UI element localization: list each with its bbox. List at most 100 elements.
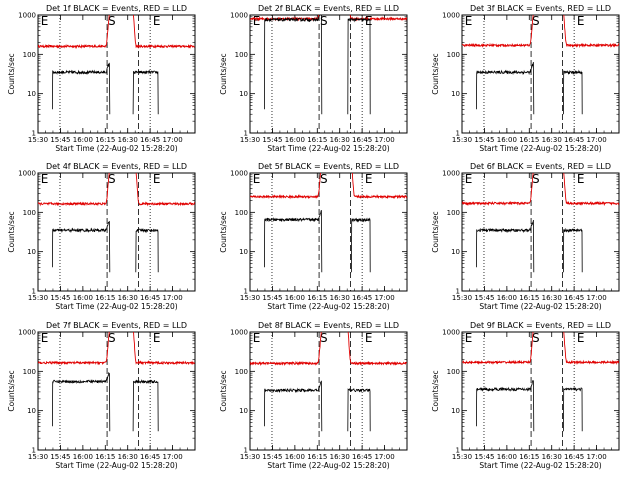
plot-frame [461, 14, 620, 134]
x-tick-label: 16:45 [564, 453, 584, 461]
x-tick-label: 15:30 [240, 136, 260, 144]
marker-label: S [108, 331, 116, 345]
panel-6: Det 6f BLACK = Events, RED = LLD 1 10 100 10… [431, 162, 620, 311]
y-tick-label: 10 [27, 248, 36, 256]
x-tick-label: 16:15 [95, 136, 115, 144]
y-tick-label: 10 [27, 407, 36, 415]
events-series-line [52, 62, 111, 115]
lld-series-line [462, 332, 534, 366]
panel-title: Det 5f BLACK = Events, RED = LLD [258, 162, 399, 171]
panel-5: Det 5f BLACK = Events, RED = LLD 1 10 100 10… [219, 162, 408, 311]
lld-series-line [563, 15, 619, 49]
lld-series-line [462, 173, 534, 207]
panel-9: Det 9f BLACK = Events, RED = LLD 1 10 100 10… [431, 321, 620, 470]
panel-title: Det 1f BLACK = Events, RED = LLD [46, 4, 187, 13]
y-tick-label: 10 [239, 407, 248, 415]
x-tick-label: 16:30 [542, 136, 562, 144]
y-tick-label: 100 [447, 368, 460, 376]
y-tick-label: 1 [456, 288, 460, 296]
marker-label: E [41, 172, 49, 186]
y-tick-label: 100 [447, 51, 460, 59]
marker-label: S [532, 172, 540, 186]
x-tick-label: 16:45 [564, 294, 584, 302]
x-tick-label: 17:00 [162, 453, 182, 461]
x-axis-label: Start Time (22-Aug-02 15:28:20) [267, 461, 389, 470]
y-tick-label: 1 [244, 447, 248, 455]
panel-1: Det 1f BLACK = Events, RED = LLD 1 10 100 10… [7, 4, 196, 153]
lld-series-line [38, 173, 110, 207]
marker-label: S [532, 14, 540, 28]
plot-frame [249, 14, 408, 134]
x-tick-label: 16:00 [497, 453, 517, 461]
marker-label: E [465, 14, 473, 28]
lld-series-line [462, 15, 534, 48]
x-tick-label: 16:45 [352, 453, 372, 461]
marker-label: E [577, 14, 585, 28]
marker-label: E [153, 331, 161, 345]
events-series-line [563, 227, 583, 273]
x-tick-label: 16:15 [307, 453, 327, 461]
x-tick-label: 15:30 [28, 136, 48, 144]
lld-series-line [135, 173, 195, 207]
x-tick-label: 17:00 [586, 294, 606, 302]
marker-label: E [253, 14, 261, 28]
y-tick-label: 1 [32, 288, 36, 296]
lld-series-line [351, 173, 407, 200]
panel-3: Det 3f BLACK = Events, RED = LLD 1 10 100 10… [431, 4, 620, 153]
marker-label: E [153, 172, 161, 186]
events-series-line [135, 228, 159, 273]
y-tick-label: 10 [239, 90, 248, 98]
x-tick-label: 16:30 [118, 294, 138, 302]
lld-series-line [250, 15, 320, 22]
marker-label: S [108, 172, 116, 186]
x-axis-label: Start Time (22-Aug-02 15:28:20) [267, 302, 389, 311]
lld-series-line [250, 332, 322, 367]
x-axis-label: Start Time (22-Aug-02 15:28:20) [479, 461, 601, 470]
events-series-line [351, 217, 371, 273]
panel-title: Det 4f BLACK = Events, RED = LLD [46, 162, 187, 171]
x-tick-label: 16:00 [285, 294, 305, 302]
y-tick-label: 100 [235, 368, 248, 376]
y-tick-label: 1 [456, 130, 460, 138]
x-tick-label: 15:45 [474, 136, 494, 144]
marker-label: E [577, 331, 585, 345]
marker-label: S [532, 331, 540, 345]
x-tick-label: 16:45 [140, 136, 160, 144]
y-axis-label: Counts/sec [219, 370, 228, 411]
marker-label: S [320, 14, 328, 28]
panel-4: Det 4f BLACK = Events, RED = LLD 1 10 100 10… [7, 162, 196, 311]
panel-7: Det 7f BLACK = Events, RED = LLD 1 10 100 10… [7, 321, 196, 470]
y-tick-label: 1000 [442, 170, 460, 178]
y-axis-label: Counts/sec [7, 211, 16, 252]
y-tick-label: 1000 [18, 12, 36, 20]
x-tick-label: 16:30 [542, 453, 562, 461]
marker-label: E [465, 331, 473, 345]
x-tick-label: 17:00 [586, 136, 606, 144]
y-axis-label: Counts/sec [431, 370, 440, 411]
x-tick-label: 16:15 [519, 453, 539, 461]
x-tick-label: 16:45 [352, 294, 372, 302]
y-tick-label: 1 [244, 288, 248, 296]
y-tick-label: 100 [23, 209, 36, 217]
x-axis-label: Start Time (22-Aug-02 15:28:20) [479, 144, 601, 153]
x-tick-label: 15:45 [474, 453, 494, 461]
marker-label: E [41, 331, 49, 345]
x-tick-label: 16:00 [285, 453, 305, 461]
lld-series-line [38, 332, 110, 366]
x-tick-label: 16:15 [307, 294, 327, 302]
x-tick-label: 17:00 [162, 136, 182, 144]
x-tick-label: 15:45 [262, 294, 282, 302]
x-tick-label: 17:00 [374, 294, 394, 302]
x-tick-label: 15:30 [28, 294, 48, 302]
x-tick-label: 16:30 [542, 294, 562, 302]
lld-series-line [38, 15, 110, 50]
y-tick-label: 10 [451, 90, 460, 98]
lld-series-line [347, 332, 407, 366]
x-tick-label: 16:30 [330, 136, 350, 144]
x-tick-label: 16:15 [519, 136, 539, 144]
plot-frame [461, 331, 620, 451]
marker-label: E [465, 172, 473, 186]
y-tick-label: 100 [235, 209, 248, 217]
x-tick-label: 16:15 [95, 453, 115, 461]
y-tick-label: 1000 [18, 170, 36, 178]
